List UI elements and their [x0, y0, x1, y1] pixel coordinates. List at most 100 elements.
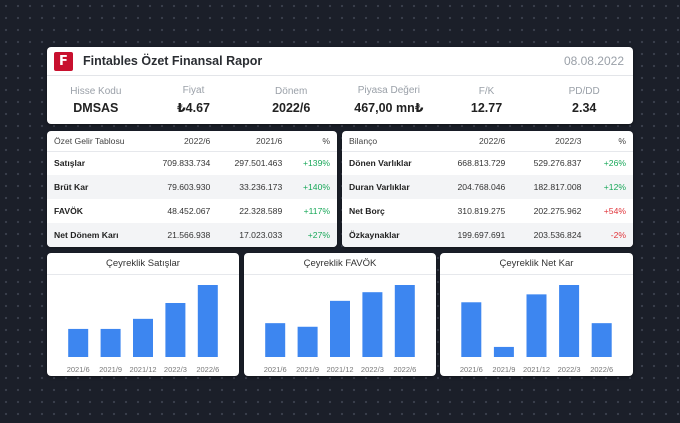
row-label: Net Borç	[349, 206, 385, 216]
metric-stock-code: Hisse Kodu DMSAS	[47, 86, 145, 115]
table-row: FAVÖK 48.452.067 22.328.589 +117%	[47, 199, 337, 223]
row-label: Satışlar	[54, 158, 86, 169]
change-percent: +117%	[303, 206, 330, 216]
quarterly-sales-chart: 2021/6 2021/9 2021/12 2022/3 2022/6	[67, 285, 219, 374]
header-bar: F Fintables Özet Finansal Rapor 08.08.20…	[47, 47, 633, 76]
column-header: 2022/3	[555, 135, 582, 146]
x-tick-label: 2022/6	[393, 365, 416, 374]
column-header: Bilanço	[349, 135, 378, 146]
bar-2022-6	[591, 323, 612, 357]
cell-value: 709.833.734	[162, 158, 211, 169]
bar-2021-12	[330, 300, 350, 357]
change-percent: +139%	[303, 158, 330, 169]
quarterly-net-profit-chart: 2021/6 2021/9 2021/12 2022/3 2022/6	[460, 285, 613, 374]
bar-2022-3	[362, 292, 383, 357]
column-header: 2022/6	[479, 135, 506, 146]
change-percent: -2%	[610, 230, 626, 240]
table-row: Satışlar 709.833.734 297.501.463 +139%	[47, 151, 337, 175]
change-percent: +12%	[603, 182, 626, 192]
cell-value: 48.452.067	[167, 206, 211, 216]
income-statement-card: Özet Gelir Tablosu 2022/6 2021/6 % Satış…	[47, 131, 337, 247]
cell-value: 668.813.729	[457, 158, 506, 169]
x-tick-label: 2021/12	[523, 365, 550, 374]
x-tick-label: 2021/9	[492, 365, 515, 374]
change-percent: +27%	[307, 230, 330, 240]
cell-value: 203.536.824	[533, 230, 582, 240]
change-percent: +26%	[603, 158, 626, 169]
cell-value: 22.328.589	[239, 206, 283, 216]
x-tick-label: 2021/9	[99, 365, 122, 374]
table-row: Net Dönem Karı 21.566.938 17.023.033 +27…	[47, 223, 337, 247]
column-header: Özet Gelir Tablosu	[54, 135, 125, 146]
bar-2021-6	[265, 323, 286, 357]
report-date: 08.08.2022	[563, 54, 624, 68]
cell-value: 79.603.930	[167, 182, 211, 192]
cell-value: 297.501.463	[234, 158, 283, 169]
cell-value: 202.275.962	[533, 206, 582, 216]
summary-header-card: F Fintables Özet Finansal Rapor 08.08.20…	[47, 47, 633, 124]
metric-market-cap: Piyasa Değeri 467,00 mn₺	[340, 85, 438, 115]
chart-title: Çeyreklik FAVÖK	[244, 253, 436, 275]
metric-pb-ratio: PD/DD 2.34	[535, 86, 633, 115]
column-header: 2022/6	[184, 135, 211, 146]
table-row: Dönen Varlıklar 668.813.729 529.276.837 …	[342, 151, 633, 175]
column-header: 2021/6	[255, 135, 283, 146]
quarterly-net-profit-chart-card: Çeyreklik Net Kar 2021/6 2021/9 2021/12 202…	[440, 253, 633, 376]
x-tick-label: 2022/3	[558, 365, 581, 374]
x-tick-label: 2021/12	[326, 365, 353, 374]
x-tick-label: 2021/6	[264, 365, 287, 374]
row-label: Brüt Kar	[54, 182, 89, 192]
row-label: Net Dönem Karı	[54, 230, 119, 240]
cell-value: 17.023.033	[239, 230, 283, 240]
change-percent: +54%	[603, 206, 626, 216]
column-header: %	[618, 135, 626, 146]
metric-label: Piyasa Değeri	[357, 85, 420, 96]
bar-2021-6	[461, 302, 482, 357]
x-tick-label: 2022/3	[164, 365, 187, 374]
bar-2022-6	[197, 285, 218, 357]
quarterly-sales-chart-card: Çeyreklik Satışlar 2021/6 2021/9 2021/12 20…	[47, 253, 239, 376]
metric-label: F/K	[478, 85, 495, 97]
table-header-row: Bilanço 2022/6 2022/3 %	[342, 131, 633, 151]
x-tick-label: 2021/6	[67, 365, 90, 374]
quarterly-ebitda-chart: 2021/6 2021/9 2021/12 2022/3 2022/6	[264, 285, 416, 374]
metric-label: Hisse Kodu	[70, 85, 122, 97]
x-tick-label: 2021/9	[296, 365, 319, 374]
metric-period: Dönem 2022/6	[242, 86, 340, 115]
chart-title: Çeyreklik Net Kar	[440, 253, 633, 275]
key-metrics: Hisse Kodu DMSAS Fiyat ₺4.67 Dönem 2022/…	[47, 76, 633, 124]
table-header-row: Özet Gelir Tablosu 2022/6 2021/6 %	[47, 131, 337, 151]
metric-value: 467,00 mn₺	[354, 101, 424, 115]
bar-2022-3	[559, 285, 580, 357]
bar-2021-9	[297, 326, 318, 357]
bar-2021-6	[68, 328, 89, 357]
table-row: Net Borç 310.819.275 202.275.962 +54%	[342, 199, 633, 223]
bar-2022-3	[165, 303, 186, 357]
metric-label: Fiyat	[182, 85, 205, 96]
metric-value: 12.77	[470, 100, 503, 115]
fintables-logo: F	[54, 51, 73, 71]
row-label: Özkaynaklar	[349, 230, 400, 240]
income-statement-table: Özet Gelir Tablosu 2022/6 2021/6 % Satış…	[47, 131, 337, 247]
row-label: Dönen Varlıklar	[349, 158, 412, 169]
bar-2021-9	[493, 346, 514, 357]
metric-label: Dönem	[275, 85, 308, 97]
x-tick-label: 2022/6	[590, 365, 613, 374]
cell-value: 182.817.008	[533, 182, 582, 192]
cell-value: 310.819.275	[457, 206, 506, 216]
table-row: Özkaynaklar 199.697.691 203.536.824 -2%	[342, 223, 633, 247]
cell-value: 21.566.938	[167, 230, 211, 240]
metric-value: 2022/6	[272, 100, 311, 115]
column-header: %	[322, 135, 330, 146]
cell-value: 529.276.837	[533, 158, 582, 169]
quarterly-ebitda-chart-card: Çeyreklik FAVÖK 2021/6 2021/9 2021/12 2022/…	[244, 253, 436, 376]
x-tick-label: 2021/12	[129, 365, 156, 374]
metric-price: Fiyat ₺4.67	[145, 85, 243, 115]
x-tick-label: 2022/6	[196, 365, 219, 374]
change-percent: +140%	[303, 182, 330, 192]
row-label: Duran Varlıklar	[349, 182, 410, 192]
table-row: Duran Varlıklar 204.768.046 182.817.008 …	[342, 175, 633, 199]
x-tick-label: 2021/6	[460, 365, 483, 374]
chart-title: Çeyreklik Satışlar	[47, 253, 239, 275]
balance-sheet-card: Bilanço 2022/6 2022/3 % Dönen Varlıklar …	[342, 131, 633, 247]
